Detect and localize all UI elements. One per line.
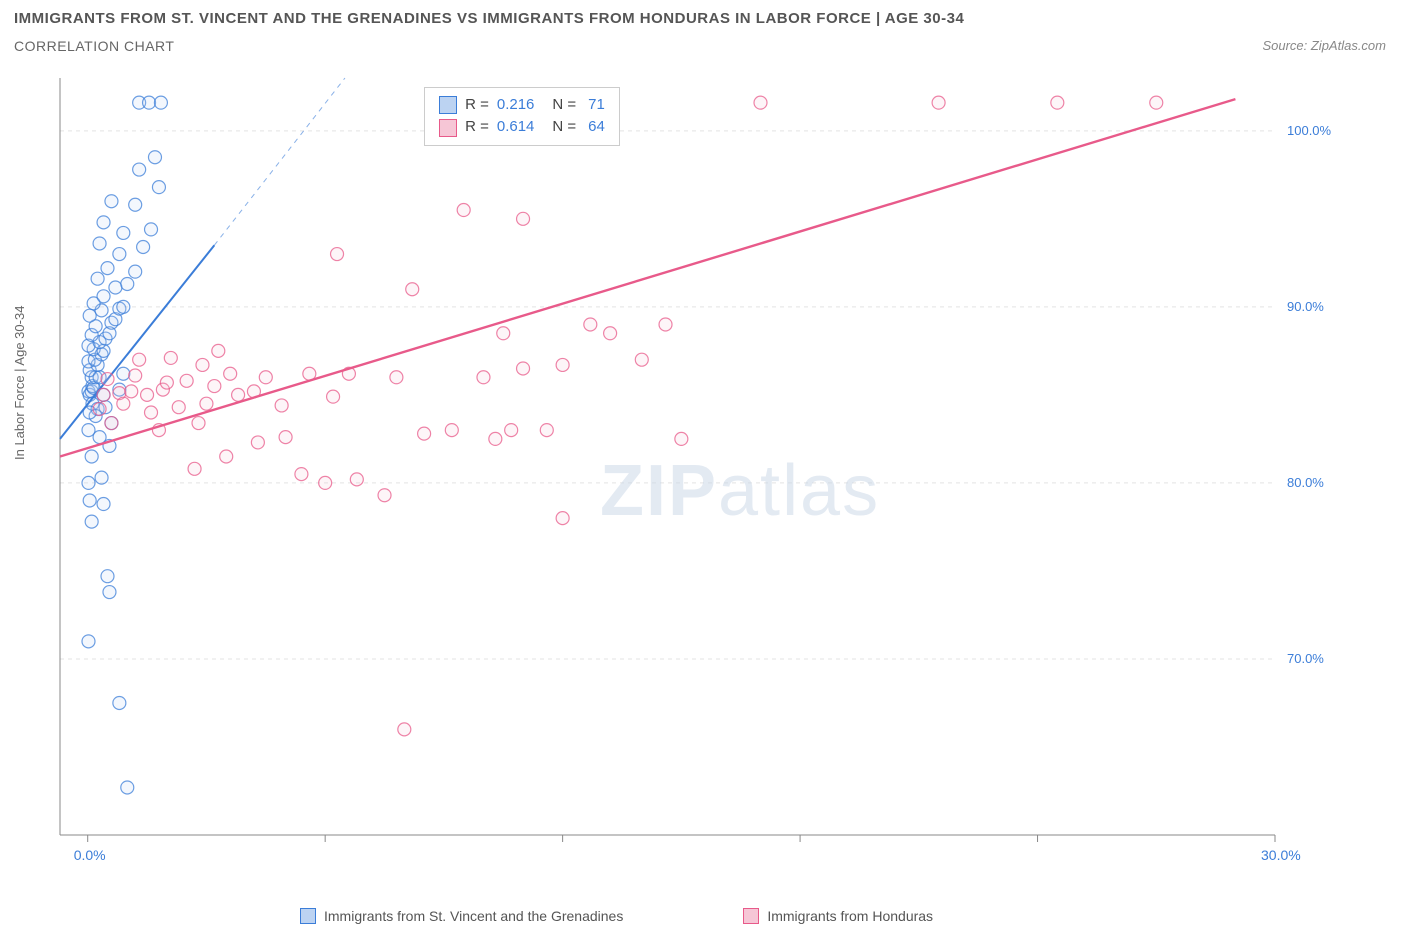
page-title: IMMIGRANTS FROM ST. VINCENT AND THE GREN…: [14, 10, 964, 27]
legend-item-svg: Immigrants from St. Vincent and the Gren…: [300, 908, 623, 924]
corr-n-value: 64: [588, 116, 605, 139]
y-tick-label: 100.0%: [1287, 123, 1331, 138]
legend-item-honduras: Immigrants from Honduras: [743, 908, 933, 924]
y-tick-label: 80.0%: [1287, 475, 1324, 490]
legend-swatch-icon: [300, 908, 316, 924]
source-credit: Source: ZipAtlas.com: [1262, 38, 1386, 53]
correlation-row: R = 0.614 N = 64: [439, 116, 605, 139]
y-axis-label: In Labor Force | Age 30-34: [12, 306, 27, 460]
scatter-chart: [40, 70, 1340, 865]
corr-r-value: 0.614: [497, 116, 535, 139]
correlation-row: R = 0.216 N = 71: [439, 94, 605, 117]
corr-n-label: N =: [552, 94, 576, 117]
corr-n-value: 71: [588, 94, 605, 117]
corr-r-label: R =: [465, 116, 489, 139]
x-tick-label: 0.0%: [74, 847, 106, 863]
corr-r-value: 0.216: [497, 94, 535, 117]
legend-bottom: Immigrants from St. Vincent and the Gren…: [300, 908, 933, 924]
source-name: ZipAtlas.com: [1311, 38, 1386, 53]
y-tick-label: 70.0%: [1287, 651, 1324, 666]
y-tick-label: 90.0%: [1287, 299, 1324, 314]
legend-swatch-icon: [743, 908, 759, 924]
source-label: Source:: [1262, 38, 1310, 53]
x-tick-label: 30.0%: [1261, 847, 1301, 863]
chart-area: [40, 70, 1340, 865]
corr-swatch-icon: [439, 119, 457, 137]
page-subtitle: CORRELATION CHART: [14, 38, 174, 54]
correlation-box: R = 0.216 N = 71 R = 0.614 N = 64: [424, 87, 620, 146]
legend-label: Immigrants from St. Vincent and the Gren…: [324, 908, 623, 924]
legend-label: Immigrants from Honduras: [767, 908, 933, 924]
corr-r-label: R =: [465, 94, 489, 117]
corr-swatch-icon: [439, 96, 457, 114]
corr-n-label: N =: [552, 116, 576, 139]
